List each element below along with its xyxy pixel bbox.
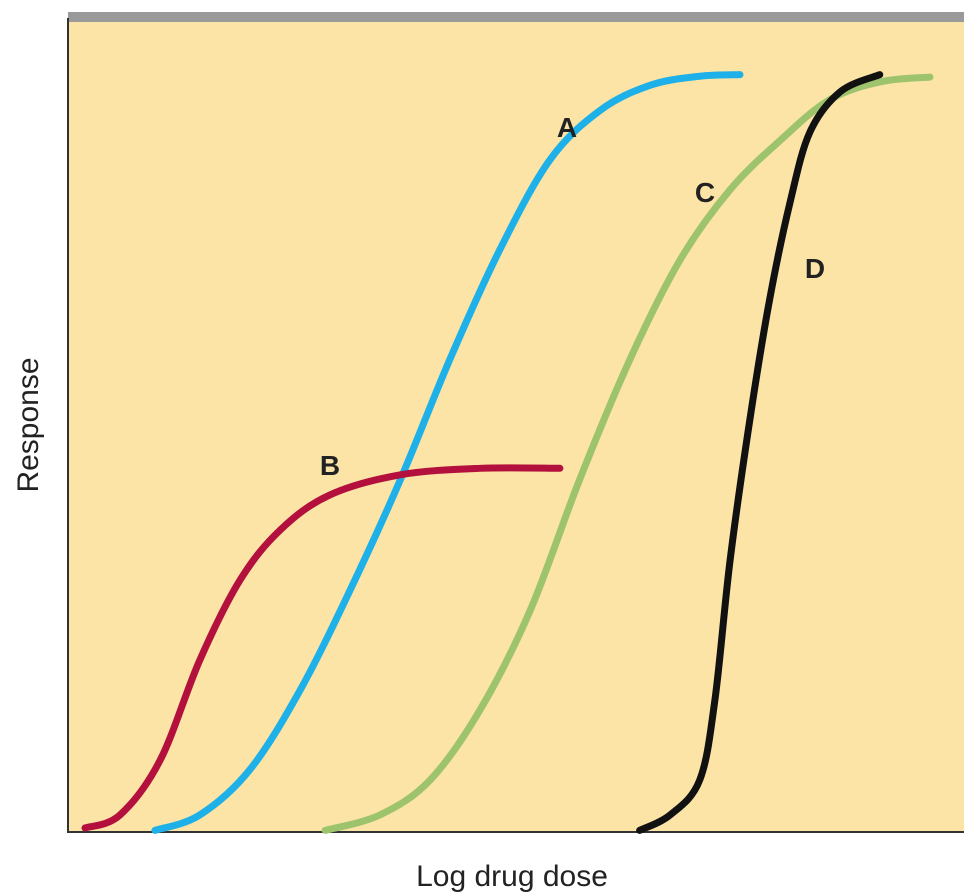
y-axis-label: Response [12, 357, 45, 492]
curve-label: B [320, 450, 340, 481]
top-bar [68, 12, 964, 22]
curve-label: C [695, 177, 715, 208]
curve-label: A [557, 112, 577, 143]
x-axis-label: Log drug dose [416, 860, 608, 893]
curve [81, 464, 564, 832]
curve [321, 73, 934, 834]
plot-background [68, 18, 964, 832]
curve-label: D [805, 253, 825, 284]
curve [151, 71, 744, 834]
curve [636, 71, 884, 834]
